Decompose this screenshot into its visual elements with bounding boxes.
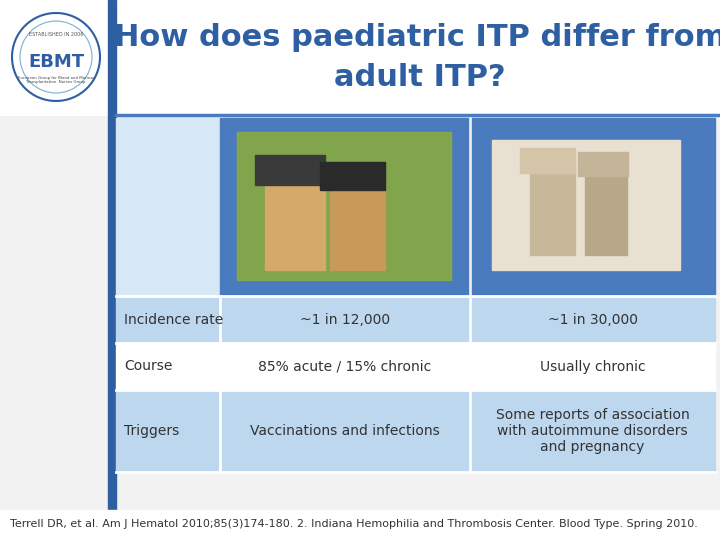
Text: EBMT: EBMT [28, 53, 84, 71]
Text: Terrell DR, et al. Am J Hematol 2010;85(3)174-180. 2. Indiana Hemophilia and Thr: Terrell DR, et al. Am J Hematol 2010;85(… [10, 519, 698, 529]
Bar [578, 152, 628, 176]
Text: adult ITP?: adult ITP? [334, 64, 506, 92]
Bar [492, 140, 680, 270]
Bar [470, 296, 715, 343]
Bar [220, 118, 468, 295]
Text: European Group for Blood and Marrow
Transplantation  Nurses Group: European Group for Blood and Marrow Tran… [18, 76, 94, 84]
Text: ESTABLISHED IN 2006: ESTABLISHED IN 2006 [29, 31, 84, 37]
Bar [470, 343, 715, 390]
Text: 85% acute / 15% chronic: 85% acute / 15% chronic [258, 360, 431, 374]
Bar [472, 118, 715, 295]
Bar [116, 296, 220, 343]
Text: Some reports of association
with autoimmune disorders
and pregnancy: Some reports of association with autoimm… [495, 408, 689, 454]
Bar [470, 390, 715, 472]
Bar [116, 118, 220, 295]
Bar [237, 132, 451, 280]
Text: Incidence rate: Incidence rate [124, 313, 223, 327]
Text: Vaccinations and infections: Vaccinations and infections [250, 424, 440, 438]
Text: ~1 in 30,000: ~1 in 30,000 [547, 313, 637, 327]
Bar [237, 132, 451, 280]
Text: Triggers: Triggers [124, 424, 179, 438]
Bar [220, 390, 470, 472]
Bar [520, 148, 575, 173]
Bar [0, 0, 720, 115]
Bar [265, 175, 325, 270]
Bar [220, 343, 470, 390]
Bar [116, 390, 220, 472]
Text: Usually chronic: Usually chronic [540, 360, 645, 374]
Bar [220, 296, 470, 343]
Bar [585, 170, 627, 255]
Text: ~1 in 12,000: ~1 in 12,000 [300, 313, 390, 327]
Bar [116, 343, 220, 390]
Bar [330, 185, 385, 270]
Bar [320, 162, 385, 190]
Text: How does paediatric ITP differ from: How does paediatric ITP differ from [114, 24, 720, 52]
Bar [108, 0, 116, 540]
Bar [255, 155, 325, 185]
Bar [0, 510, 720, 540]
Text: Course: Course [124, 360, 172, 374]
Bar [530, 165, 575, 255]
Circle shape [12, 13, 100, 101]
